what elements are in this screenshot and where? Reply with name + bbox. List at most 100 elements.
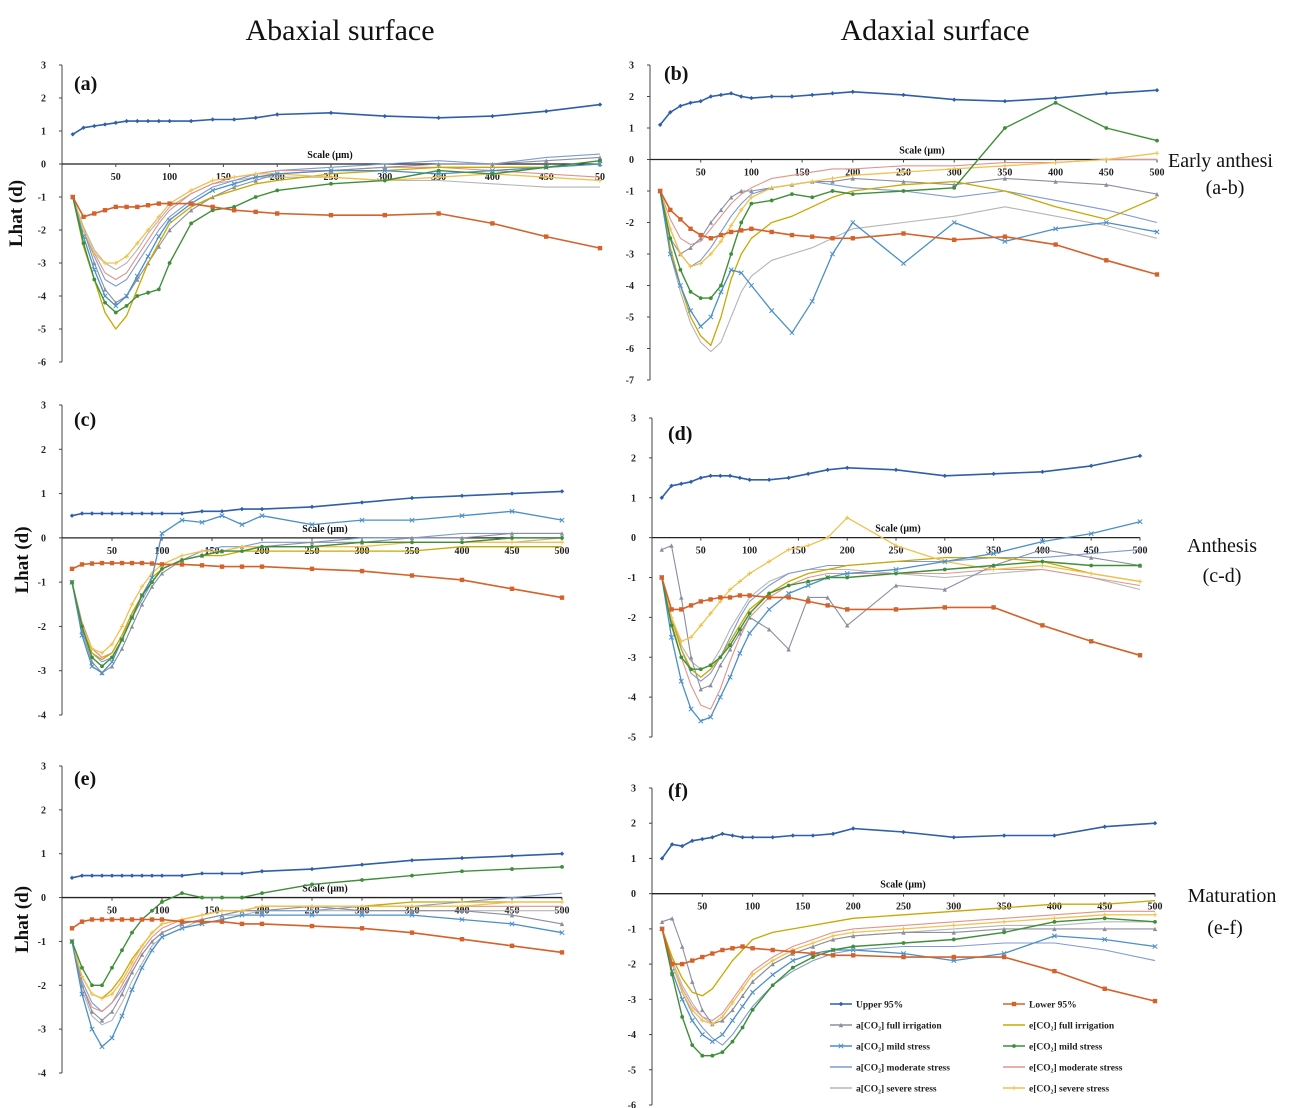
data-point [1040,559,1045,564]
data-point [231,175,237,180]
data-point [1154,191,1160,197]
data-point [199,871,205,876]
data-point [669,916,675,921]
data-point [259,921,265,927]
data-point [749,195,754,200]
data-point [845,623,850,628]
data-point [678,251,683,257]
data-point [679,996,685,1002]
data-point [382,168,388,174]
data-point [1104,258,1109,263]
series-line [661,921,1155,1025]
data-point [239,912,245,918]
data-point [259,506,265,512]
series-line [72,160,601,314]
data-point [850,176,855,181]
data-point [708,236,714,241]
data-point [179,925,185,931]
x-tick-label: 100 [162,172,177,183]
data-point [102,260,108,266]
data-point [830,236,835,241]
data-point [459,855,465,861]
data-point [710,1021,715,1027]
data-point [1152,821,1158,826]
data-point [149,511,155,516]
data-point [239,522,245,528]
data-point [657,122,663,128]
data-point [690,979,695,984]
data-point [80,624,84,629]
data-point [737,475,743,481]
legend-marker [1012,1044,1016,1048]
data-point [129,873,135,878]
data-point [698,667,703,672]
column-title-abaxial: Abaxial surface [245,14,434,47]
data-point [80,965,84,970]
data-point [359,904,365,909]
data-point [727,674,733,680]
data-point [739,207,744,213]
x-tick-label: 450 [1099,168,1114,179]
data-point [1040,563,1045,568]
data-point [309,522,315,528]
data-point [597,245,603,251]
data-point [70,194,75,200]
data-point [559,517,565,523]
data-point [100,983,104,988]
data-point [179,562,185,567]
panel-label: (c) [74,409,96,431]
y-tick-label: -6 [626,344,634,355]
chart-panel-e: 3210-1-2-3-45010015020025030035040045050… [12,762,570,1080]
data-point [156,214,162,219]
data-point [688,706,694,712]
y-tick-label: 1 [41,127,46,138]
data-point [81,125,86,130]
data-point [718,207,724,213]
y-axis-label: Lhat (d) [12,886,33,953]
data-point [699,1032,705,1038]
data-point [436,171,442,177]
data-point [680,1015,685,1019]
data-point [730,833,735,838]
data-point [668,110,673,115]
data-point [850,192,855,197]
y-tick-label: 1 [631,493,636,504]
data-point [830,953,836,958]
data-point [328,212,334,218]
x-axis-label: Scale (μm) [302,524,347,535]
data-point [1039,539,1045,545]
y-tick-label: -4 [628,693,636,704]
data-point [669,623,674,628]
data-point [1001,926,1007,932]
legend-item-upper-95: Upper 95% [830,1001,903,1011]
series-a-co-severe-stress [659,190,1158,353]
x-tick-label: 400 [485,172,500,183]
series-e-co-moderate-stress [661,910,1155,1022]
data-point [1089,571,1094,576]
data-point [719,283,723,288]
data-point [410,873,414,878]
series-line [661,568,1141,670]
data-point [845,465,850,471]
data-point [156,244,162,249]
y-tick-label: 0 [631,533,636,544]
data-point [749,226,754,231]
data-point [766,477,772,483]
data-point [700,836,705,842]
x-tick-label: 100 [742,546,757,557]
data-point [806,579,811,584]
data-point [991,471,996,477]
data-point [382,113,387,119]
y-tick-label: 2 [41,94,46,105]
data-point [188,208,194,213]
data-point [747,611,752,616]
x-tick-label: 200 [845,168,860,179]
series-line [72,153,601,287]
data-point [510,867,514,871]
data-point [740,944,745,949]
data-point [1053,95,1058,101]
data-point [717,694,723,700]
chart-panel-d: 3210-1-2-3-4-550100150200250300350400450… [628,414,1148,744]
data-point [160,900,164,904]
